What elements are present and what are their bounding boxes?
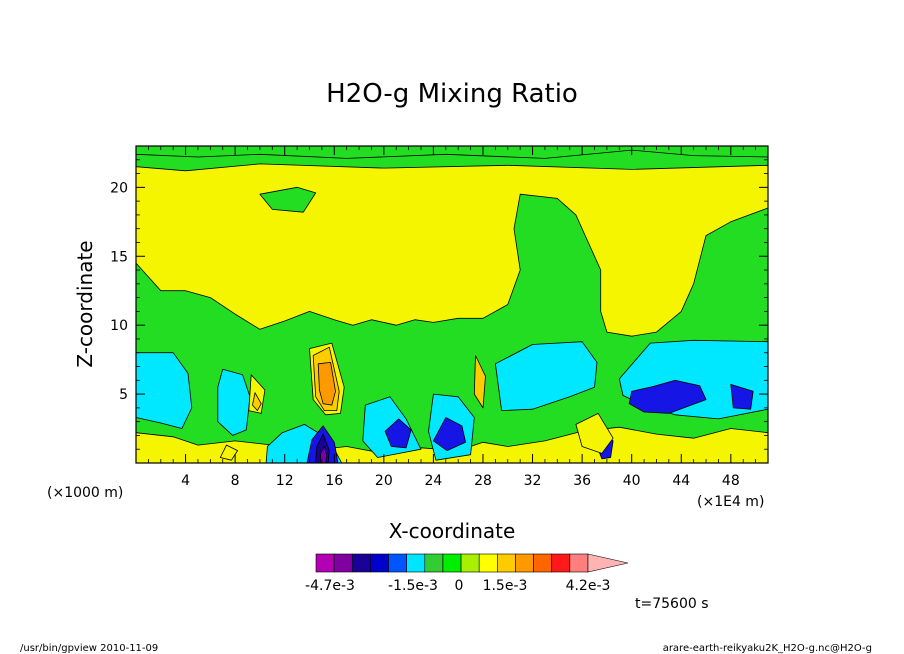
- contour-region-cyan: [136, 352, 193, 429]
- colorbar-swatch: [515, 553, 534, 573]
- plot-frame: [135, 145, 769, 464]
- contour-region-yellow: [219, 444, 239, 461]
- x-tick-label: 24: [424, 473, 442, 489]
- contour-region-yellow: [575, 412, 614, 454]
- colorbar-swatch: [351, 553, 371, 573]
- colorbar-swatch: [370, 553, 389, 573]
- footer-left: /usr/bin/gpview 2010-11-09: [20, 643, 158, 654]
- chart-title: H2O-g Mixing Ratio: [326, 79, 578, 109]
- x-tick-label: 28: [474, 473, 492, 489]
- contour-region-blue: [432, 417, 467, 452]
- contour-region-yellow: [136, 163, 768, 337]
- colorbar-swatch: [424, 553, 444, 573]
- y-tick-label: 5: [119, 387, 128, 403]
- x-scale-note: (×1E4 m): [697, 494, 764, 510]
- contour-region-blue: [384, 418, 412, 449]
- colorbar-tick-label: 0: [455, 578, 464, 594]
- contour-region-green: [259, 186, 317, 213]
- contour-fill-layer: [136, 146, 768, 463]
- contour-region-cyan: [217, 368, 251, 436]
- contour-region-green: [136, 146, 768, 159]
- colorbar: [315, 553, 629, 573]
- colorbar-tick-labels: -4.7e-3 -1.5e-3 0 1.5e-3 4.2e-3: [305, 578, 610, 594]
- x-axis-label: X-coordinate: [389, 519, 516, 543]
- colorbar-swatch: [569, 553, 589, 573]
- x-tick-label: 16: [325, 473, 343, 489]
- colorbar-swatch: [406, 553, 426, 573]
- colorbar-overflow-triangle: [587, 553, 629, 573]
- x-tick-label: 8: [231, 473, 240, 489]
- x-tick-label: 4: [181, 473, 190, 489]
- y-tick-label: 15: [110, 249, 128, 265]
- time-label: t=75600 s: [635, 596, 709, 612]
- contour-region-purple: [320, 446, 328, 463]
- colorbar-tick-label: 4.2e-3: [566, 578, 611, 594]
- colorbar-swatch: [460, 553, 480, 573]
- contour-region-orange: [317, 361, 336, 406]
- colorbar-tick-label: -1.5e-3: [388, 578, 438, 594]
- colorbar-swatch: [315, 553, 335, 573]
- contour-region-gold: [252, 392, 262, 412]
- x-tick-label: 44: [672, 473, 690, 489]
- colorbar-tick-label: -4.7e-3: [305, 578, 355, 594]
- x-tick-label: 12: [276, 473, 294, 489]
- y-axis-label: Z-coordinate: [73, 240, 97, 367]
- colorbar-swatch: [442, 553, 462, 573]
- colorbar-swatch: [478, 553, 498, 573]
- x-tick-label: 40: [623, 473, 641, 489]
- colorbar-swatch: [551, 553, 571, 573]
- footer-right: arare-earth-reikyaku2K_H2O-g.nc@H2O-g: [663, 643, 872, 654]
- y-axis-ticks: 5 10 15 20: [110, 159, 768, 450]
- y-tick-label: 20: [110, 180, 128, 196]
- colorbar-tick-label: 1.5e-3: [483, 578, 528, 594]
- contour-region-blue: [730, 383, 754, 410]
- x-tick-label: 36: [573, 473, 591, 489]
- colorbar-swatch: [497, 553, 516, 573]
- contour-region-blue: [628, 379, 707, 414]
- colorbar-swatch: [388, 553, 407, 573]
- y-tick-label: 10: [110, 318, 128, 334]
- colorbar-swatch: [533, 553, 553, 573]
- x-tick-label: 32: [524, 473, 542, 489]
- x-tick-label: 20: [375, 473, 393, 489]
- x-unit-note: (×1000 m): [47, 485, 123, 501]
- colorbar-swatch: [333, 553, 353, 573]
- x-axis-ticks: 4 8 12 16 20 24 28 32 36 40 44 48: [147, 146, 757, 489]
- x-tick-label: 48: [722, 473, 740, 489]
- contour-region-cyan: [494, 341, 598, 412]
- contour-region-gold: [473, 355, 486, 409]
